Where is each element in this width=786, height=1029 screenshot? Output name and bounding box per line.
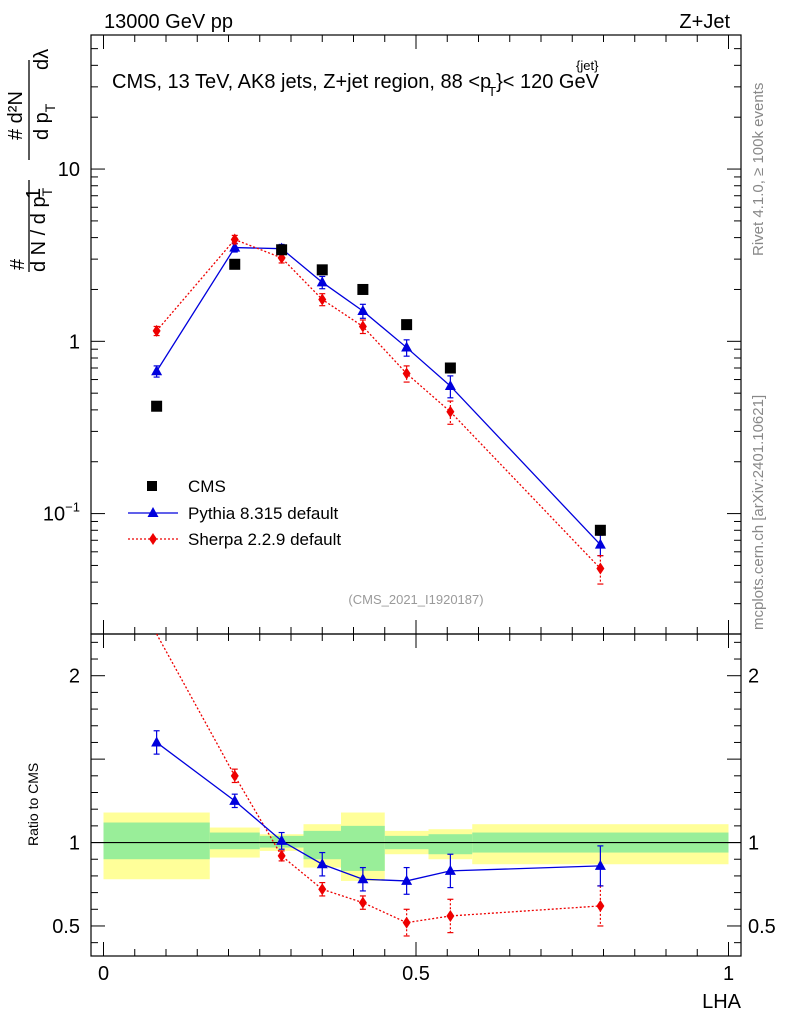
main-ytick-label: 1 xyxy=(69,331,80,353)
header-left: 13000 GeV pp xyxy=(104,11,233,33)
legend-marker-cms xyxy=(147,481,157,491)
side-rivet: Rivet 4.1.0, ≥ 100k events xyxy=(750,83,767,256)
pythia-main-point xyxy=(401,341,413,352)
pythia-ratio-point xyxy=(357,873,369,884)
sherpa-main-point xyxy=(318,293,327,306)
legend-label-pythia: Pythia 8.315 default xyxy=(188,504,339,523)
sherpa-ratio-point xyxy=(318,883,327,896)
ratio-xtick-label: 0.5 xyxy=(402,963,430,985)
sherpa-ratio-point xyxy=(230,769,239,782)
legend-marker-sherpa xyxy=(149,533,157,545)
cms-main-point xyxy=(229,258,241,270)
pythia-main-point xyxy=(316,276,328,287)
sherpa-ratio-point xyxy=(358,896,367,909)
sherpa-ratio-point xyxy=(277,849,286,862)
ylabel-den2: d pT xyxy=(31,103,58,140)
header-right: Z+Jet xyxy=(679,11,730,33)
ylabel-hash: # xyxy=(7,258,29,270)
analysis-reference: (CMS_2021_I1920187) xyxy=(348,592,483,607)
cms-main-point xyxy=(357,283,369,295)
sherpa-main-point xyxy=(446,405,455,418)
band-green-0 xyxy=(103,822,210,860)
pythia-ratio-point xyxy=(276,834,288,845)
sherpa-ratio-point xyxy=(446,909,455,922)
side-mcplots: mcplots.cern.ch [arXiv:2401.10621] xyxy=(750,395,767,630)
legend-marker-pythia xyxy=(147,507,159,517)
pythia-ratio-point xyxy=(229,794,241,805)
pythia-ratio-point xyxy=(151,736,163,747)
ratio-ytick-label-left: 2 xyxy=(69,666,80,688)
ylabel-den2-sub: T xyxy=(42,103,58,112)
sherpa-main-line xyxy=(156,238,601,569)
title-part-a: CMS, 13 TeV, AK8 jets, Z+jet region, 88 … xyxy=(112,71,491,93)
main-ylabel: 1 # d N / d pT # d²N d pT dλ xyxy=(5,49,58,272)
sherpa-ratio-point xyxy=(596,899,605,912)
sherpa-main-point xyxy=(152,324,161,337)
ratio-ytick-label-right: 1 xyxy=(748,833,759,855)
pythia-ratio-point xyxy=(316,858,328,869)
pythia-main-point xyxy=(444,380,456,391)
main-series xyxy=(151,233,606,585)
band-green-1 xyxy=(209,832,260,850)
cms-main-point xyxy=(594,524,606,536)
pythia-main-point xyxy=(357,304,369,315)
ratio-ytick-label-right: 0.5 xyxy=(748,916,776,938)
sherpa-ratio-point xyxy=(402,916,411,929)
title-sup: {jet} xyxy=(576,58,599,73)
pythia-main-point xyxy=(229,241,241,252)
ratio-ylabel: Ratio to CMS xyxy=(25,763,41,846)
legend: CMS Pythia 8.315 default Sherpa 2.2.9 de… xyxy=(128,477,341,549)
band-green-4 xyxy=(341,825,385,871)
pythia-ratio-point xyxy=(401,874,413,885)
ylabel-num2: # d²N xyxy=(5,91,27,140)
sherpa-main-point xyxy=(402,367,411,380)
ratio-ytick-label-left: 1 xyxy=(69,833,80,855)
cms-main-point xyxy=(401,319,413,331)
ylabel-den2-text: d p xyxy=(31,112,53,140)
ylabel-dl: dλ xyxy=(31,49,53,70)
cms-main-point xyxy=(151,400,163,412)
sherpa-main-point xyxy=(230,233,239,246)
pythia-main-point xyxy=(151,365,163,376)
ylabel-one: 1 xyxy=(23,188,45,199)
ylabel-den: d N / d pT xyxy=(28,187,55,272)
band-green-6 xyxy=(428,834,473,855)
sherpa-ratio-line xyxy=(156,633,601,924)
title-part-b: }< 120 GeV xyxy=(496,71,600,93)
ylabel-den-text: d N / d p xyxy=(28,196,50,272)
main-ytick-label: 10 xyxy=(58,159,80,181)
pythia-ratio-point xyxy=(444,864,456,875)
cms-main-point xyxy=(316,264,328,276)
legend-label-cms: CMS xyxy=(188,477,226,496)
tick-base: 10 xyxy=(43,504,65,526)
ratio-xtick-label: 0 xyxy=(98,963,109,985)
ylabel-num2-text: # d²N xyxy=(5,91,27,140)
ratio-series xyxy=(151,633,606,937)
main-title: CMS, 13 TeV, AK8 jets, Z+jet region, 88 … xyxy=(112,71,600,99)
pythia-main-point xyxy=(594,538,606,549)
pythia-main-line xyxy=(156,246,601,546)
sherpa-main-point xyxy=(358,320,367,333)
tick-exp: −1 xyxy=(65,500,80,515)
ratio-ytick-label-left: 0.5 xyxy=(52,916,80,938)
pythia-ratio-line xyxy=(156,741,601,882)
ratio-ytick-label-right: 2 xyxy=(748,666,759,688)
cms-main-point xyxy=(444,362,456,374)
ylabel-den-sub: T xyxy=(39,187,55,196)
legend-label-sherpa: Sherpa 2.2.9 default xyxy=(188,530,341,549)
ratio-xtick-label: 1 xyxy=(723,963,734,985)
pythia-ratio-point xyxy=(594,859,606,870)
sherpa-main-point xyxy=(596,562,605,575)
title-sub: T xyxy=(488,84,496,99)
main-ytick-label: 10−1 xyxy=(43,500,80,526)
cms-main-point xyxy=(276,244,288,256)
x-axis-label: LHA xyxy=(702,991,742,1013)
